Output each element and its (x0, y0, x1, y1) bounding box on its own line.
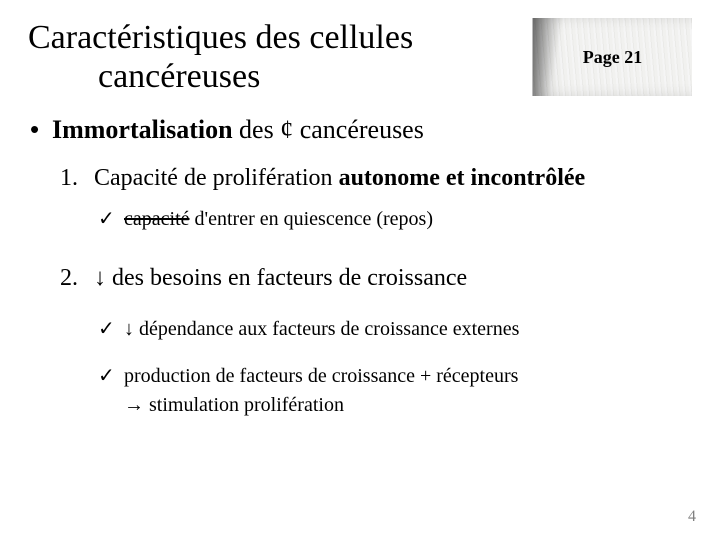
slide-header: Caractéristiques des cellules cancéreuse… (28, 18, 692, 96)
main-bullet: • Immortalisation des ¢ cancéreuses (28, 114, 692, 145)
item2-sub1: ✓ ↓ dépendance aux facteurs de croissanc… (28, 316, 692, 341)
page-number-label: Page 21 (583, 47, 642, 68)
bullet-icon: • (30, 114, 52, 145)
item1-sub-rest: d'entrer en quiescence (repos) (190, 208, 433, 230)
item1-sub-strike: capacité (124, 208, 190, 230)
item1-sub-text: capacité d'entrer en quiescence (repos) (124, 208, 433, 231)
item2-sub2-cont: → stimulation prolifération (28, 394, 692, 417)
main-bullet-bold: Immortalisation (52, 115, 233, 144)
item1-sub: ✓ capacité d'entrer en quiescence (repos… (28, 206, 692, 231)
check-icon: ✓ (98, 206, 124, 231)
item2-number: 2. (60, 265, 94, 292)
slide-number: 4 (688, 508, 696, 526)
item2-sub1-text: ↓ dépendance aux facteurs de croissance … (124, 318, 519, 341)
item2-text: ↓ des besoins en facteurs de croissance (94, 265, 467, 292)
check-icon: ✓ (98, 363, 124, 388)
item1-text-pre: Capacité de prolifération (94, 165, 339, 191)
numbered-item-2: 2. ↓ des besoins en facteurs de croissan… (28, 265, 692, 292)
numbered-item-1: 1. Capacité de prolifération autonome et… (28, 165, 692, 192)
title-line-2: cancéreuses (28, 57, 413, 96)
main-bullet-text: Immortalisation des ¢ cancéreuses (52, 115, 424, 145)
page-reference-image: Page 21 (532, 18, 692, 96)
item2-sub2: ✓ production de facteurs de croissance +… (28, 363, 692, 388)
main-bullet-rest: des ¢ cancéreuses (233, 115, 424, 144)
item2-sub2-text: production de facteurs de croissance + r… (124, 365, 518, 388)
item1-text-bold: autonome et incontrôlée (339, 165, 586, 191)
title-line-1: Caractéristiques des cellules (28, 18, 413, 57)
item1-text: Capacité de prolifération autonome et in… (94, 165, 585, 192)
item1-number: 1. (60, 165, 94, 192)
slide-title: Caractéristiques des cellules cancéreuse… (28, 18, 413, 96)
check-icon: ✓ (98, 316, 124, 341)
